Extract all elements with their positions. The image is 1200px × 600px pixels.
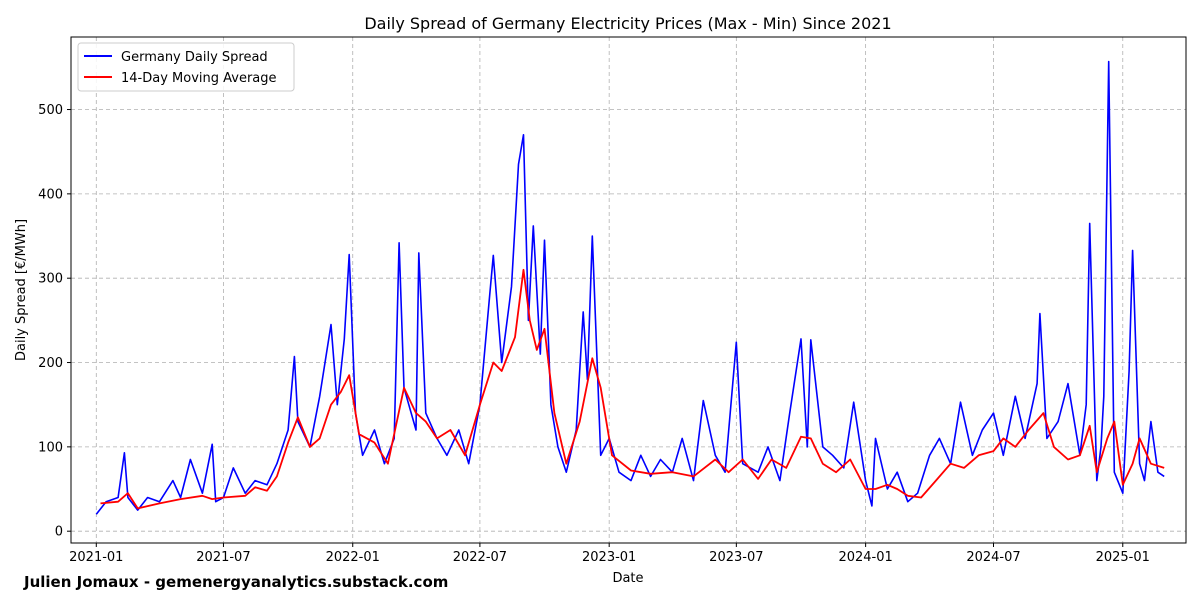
x-axis-label: Date — [612, 571, 643, 586]
legend: Germany Daily Spread 14-Day Moving Avera… — [77, 42, 295, 92]
y-tick-label: 100 — [38, 440, 63, 455]
legend-label-daily-spread: Germany Daily Spread — [121, 50, 268, 65]
x-tick-label: 2023-07 — [709, 550, 763, 565]
plot-frame — [70, 36, 1187, 544]
author-credit: Julien Jomaux - gemenergyanalytics.subst… — [24, 573, 449, 591]
x-tick-label: 2023-01 — [582, 550, 636, 565]
y-axis-label: Daily Spread [€/MWh] — [14, 219, 29, 361]
y-tick-label: 200 — [38, 356, 63, 371]
x-axis: 2021-01 2021-07 2022-01 2022-07 2023-01 2023-… — [69, 543, 1150, 565]
legend-label-moving-average: 14-Day Moving Average — [121, 71, 277, 86]
chart-title: Daily Spread of Germany Electricity Pric… — [364, 14, 891, 33]
y-tick-label: 300 — [38, 272, 63, 287]
grid-lines — [71, 37, 1186, 543]
y-tick-label: 500 — [38, 103, 63, 118]
y-axis: 0 100 200 300 400 500 — [38, 103, 71, 540]
y-tick-label: 400 — [38, 187, 63, 202]
plot-background — [71, 37, 1186, 543]
x-tick-label: 2024-07 — [966, 550, 1020, 565]
x-tick-label: 2021-07 — [196, 550, 250, 565]
series-moving-average-line — [100, 268, 1165, 510]
series-layer — [95, 60, 1165, 515]
series-daily-spread-line — [95, 60, 1165, 515]
x-tick-label: 2022-01 — [326, 550, 380, 565]
y-tick-label: 0 — [55, 525, 63, 540]
x-tick-label: 2024-01 — [838, 550, 892, 565]
x-tick-label: 2025-01 — [1096, 550, 1150, 565]
x-tick-label: 2022-07 — [453, 550, 507, 565]
x-tick-label: 2021-01 — [69, 550, 123, 565]
legend-box — [77, 42, 295, 92]
